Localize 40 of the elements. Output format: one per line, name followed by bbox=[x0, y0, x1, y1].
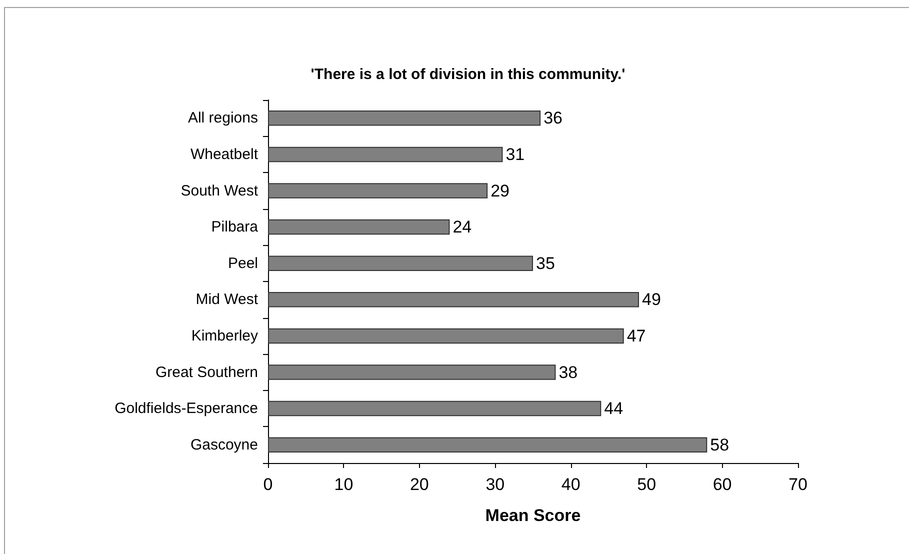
bar bbox=[268, 292, 639, 308]
y-tick-label: Goldfields-Esperance bbox=[114, 400, 258, 418]
x-tick-label: 20 bbox=[410, 475, 429, 494]
bar bbox=[268, 146, 503, 162]
data-label: 38 bbox=[558, 362, 578, 382]
bar bbox=[268, 328, 624, 344]
x-tick-label: 30 bbox=[486, 475, 505, 494]
y-tick-label: Kimberley bbox=[191, 327, 258, 344]
y-tick-label: Great Southern bbox=[155, 364, 258, 381]
y-tick-label: Mid West bbox=[196, 291, 259, 308]
x-axis-title: Mean Score bbox=[485, 506, 581, 525]
bar bbox=[268, 364, 556, 380]
data-label: 31 bbox=[506, 144, 525, 164]
y-tick-label: Gascoyne bbox=[190, 436, 258, 454]
data-label: 36 bbox=[544, 108, 562, 128]
x-tick-label: 70 bbox=[788, 475, 808, 494]
y-tick-label: Wheatbelt bbox=[190, 146, 259, 163]
y-tick-label: South West bbox=[180, 182, 259, 200]
y-tick-label: All regions bbox=[188, 110, 258, 127]
y-tick-label: Pilbara bbox=[211, 218, 259, 236]
bar bbox=[268, 256, 533, 271]
data-label: 44 bbox=[604, 399, 624, 418]
data-label: 35 bbox=[536, 254, 555, 273]
chart-title: 'There is a lot of division in this community.' bbox=[310, 66, 626, 83]
data-label: 47 bbox=[626, 326, 646, 346]
data-label: 58 bbox=[710, 435, 730, 454]
x-tick-label: 10 bbox=[334, 475, 354, 494]
bar bbox=[268, 400, 602, 416]
data-label: 24 bbox=[452, 218, 472, 237]
bar bbox=[268, 110, 541, 126]
data-label: 49 bbox=[642, 290, 661, 310]
x-tick-label: 40 bbox=[561, 475, 580, 494]
bar bbox=[268, 437, 708, 452]
data-label: 29 bbox=[490, 181, 510, 200]
y-tick-label: Peel bbox=[228, 254, 258, 272]
x-tick-label: 0 bbox=[263, 475, 273, 494]
x-tick-label: 60 bbox=[712, 475, 732, 494]
x-tick-label: 50 bbox=[637, 475, 656, 494]
bar bbox=[268, 183, 488, 198]
bar bbox=[268, 219, 450, 235]
